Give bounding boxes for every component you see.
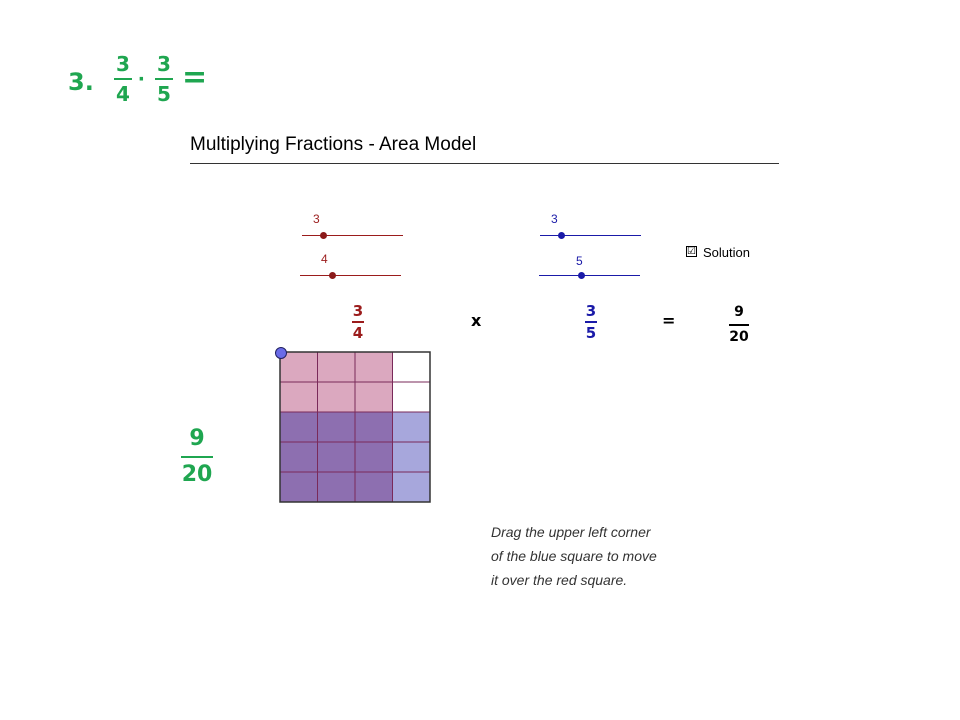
blue-numerator-slider-track[interactable] xyxy=(540,235,641,236)
fraction-bar xyxy=(352,321,364,323)
red-numerator-slider-handle[interactable] xyxy=(320,232,327,239)
grid-cell xyxy=(392,472,430,502)
grid-cell xyxy=(280,382,318,412)
fraction-numerator: 3 xyxy=(585,302,597,320)
grid-cell xyxy=(392,352,430,382)
result-fraction: 9 20 xyxy=(726,304,752,346)
fraction-numerator: 3 xyxy=(352,302,364,320)
fraction-bar xyxy=(585,321,597,323)
red-numerator-slider-value: 3 xyxy=(313,212,320,226)
grid-cell xyxy=(355,442,393,472)
grid-cell xyxy=(317,412,355,442)
grid-cell xyxy=(317,442,355,472)
grid-cell xyxy=(355,412,393,442)
blue-square-drag-handle[interactable] xyxy=(275,347,287,359)
solution-checkbox[interactable]: ☑ xyxy=(686,246,697,257)
fraction-bar xyxy=(114,78,132,80)
grid-cell xyxy=(392,382,430,412)
problem-right-fraction: 3 5 xyxy=(153,52,175,106)
red-denominator-slider-handle[interactable] xyxy=(329,272,336,279)
grid-cell xyxy=(280,412,318,442)
blue-fraction: 3 5 xyxy=(581,302,601,342)
instructions: Drag the upper left corner of the blue s… xyxy=(491,520,657,592)
grid-cell xyxy=(317,382,355,412)
grid-cell xyxy=(317,472,355,502)
solution-checkbox-label[interactable]: Solution xyxy=(703,245,750,260)
red-fraction: 3 4 xyxy=(348,302,368,342)
title-divider xyxy=(190,163,779,164)
fraction-numerator: 3 xyxy=(116,52,130,76)
grid-border xyxy=(279,351,431,503)
grid-cell xyxy=(392,442,430,472)
blue-denominator-slider-handle[interactable] xyxy=(578,272,585,279)
fraction-bar xyxy=(181,456,213,458)
grid-cell xyxy=(355,382,393,412)
fraction-denominator: 20 xyxy=(181,462,213,487)
fraction-bar xyxy=(729,324,749,326)
equals-sign: = xyxy=(662,311,676,330)
fraction-denominator: 5 xyxy=(157,82,171,106)
fraction-numerator: 9 xyxy=(734,304,744,320)
fraction-denominator: 4 xyxy=(116,82,130,106)
blue-numerator-slider-value: 3 xyxy=(551,212,558,226)
instruction-line: of the blue square to move xyxy=(491,548,657,564)
red-denominator-slider-value: 4 xyxy=(321,252,328,266)
applet-title: Multiplying Fractions - Area Model xyxy=(190,134,477,155)
grid-cell xyxy=(280,352,318,382)
grid-cell xyxy=(355,472,393,502)
multiply-dot: · xyxy=(138,66,146,93)
grid-cell xyxy=(280,442,318,472)
fraction-numerator: 3 xyxy=(157,52,171,76)
red-denominator-slider-track[interactable] xyxy=(300,275,401,276)
red-numerator-slider-track[interactable] xyxy=(302,235,403,236)
fraction-bar xyxy=(155,78,173,80)
blue-denominator-slider-value: 5 xyxy=(576,254,583,268)
fraction-denominator: 4 xyxy=(352,324,364,342)
fraction-numerator: 9 xyxy=(189,426,205,451)
blue-numerator-slider-handle[interactable] xyxy=(558,232,565,239)
grid-cell xyxy=(355,352,393,382)
fraction-denominator: 20 xyxy=(729,329,749,345)
problem-number: 3. xyxy=(68,68,94,96)
grid-cell xyxy=(317,352,355,382)
area-model-grid xyxy=(279,351,431,503)
blue-denominator-slider-track[interactable] xyxy=(539,275,640,276)
problem-equals: = xyxy=(182,60,208,95)
answer-fraction: 9 20 xyxy=(178,426,216,488)
instruction-line: it over the red square. xyxy=(491,572,628,588)
grid-cell xyxy=(392,412,430,442)
times-sign: x xyxy=(471,311,482,330)
grid-cell xyxy=(280,472,318,502)
instruction-line: Drag the upper left corner xyxy=(491,524,651,540)
fraction-denominator: 5 xyxy=(585,324,597,342)
problem-left-fraction: 3 4 xyxy=(112,52,134,106)
